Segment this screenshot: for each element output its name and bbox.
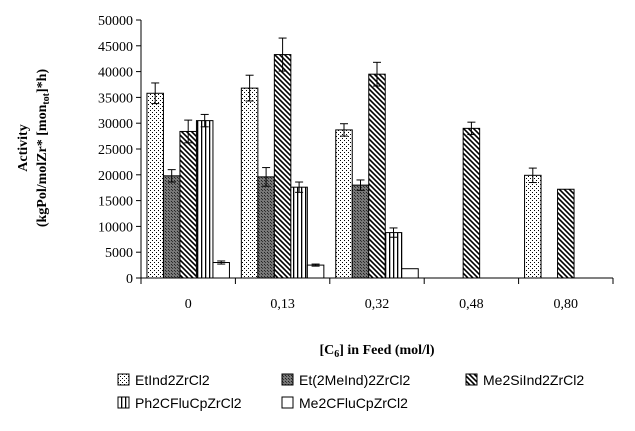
legend-swatch — [281, 373, 294, 386]
bar — [273, 54, 292, 279]
legend-swatch — [117, 373, 130, 386]
y-tick-label: 25000 — [98, 143, 133, 158]
bar — [335, 129, 353, 279]
legend-swatch — [465, 373, 478, 386]
y-tick-label: 45000 — [98, 40, 133, 55]
x-tick-label: 0,80 — [554, 297, 579, 312]
bar — [351, 184, 370, 279]
bar — [524, 174, 542, 279]
legend-label: Me2CFluCpZrCl2 — [299, 395, 408, 411]
legend-label: EtInd2ZrCl2 — [135, 372, 210, 388]
x-tick-label: 0,32 — [365, 297, 390, 312]
y-axis: 0 5000 10000 15000 20000 25000 30000 35000 40000… — [98, 14, 142, 287]
legend-swatch — [117, 396, 130, 409]
bar — [462, 127, 481, 279]
x-axis-title: [C6] in Feed (mol/l) — [319, 343, 434, 360]
bar — [306, 264, 325, 279]
bar — [368, 73, 386, 279]
legend-swatch — [281, 396, 294, 409]
bar — [257, 176, 275, 279]
x-axis-title-part1: [C — [319, 343, 334, 358]
y-axis-title-subscript: tot — [41, 92, 52, 104]
y-tick-label: 10000 — [98, 220, 133, 235]
x-axis: 0 0,13 0,32 0,48 0,80 — [140, 277, 614, 312]
bar — [557, 188, 575, 279]
y-tick-label: 15000 — [98, 195, 133, 210]
y-axis-title-line2: (kgPol/molZr* [montot]*h) — [35, 69, 52, 228]
bar — [146, 92, 164, 279]
legend-label: Ph2CFluCpZrCl2 — [135, 395, 242, 411]
bar — [384, 232, 403, 279]
bar — [162, 175, 181, 279]
legend-label: Et(2MeInd)2ZrCl2 — [299, 372, 410, 388]
bar — [240, 87, 259, 279]
y-axis-title-part2: ]*h) — [35, 69, 50, 93]
bar — [179, 130, 197, 279]
x-tick-label: 0 — [185, 297, 192, 312]
bar — [195, 120, 214, 279]
y-axis-title-part1: (kgPol/molZr* [mon — [35, 104, 50, 227]
y-tick-label: 0 — [126, 272, 133, 287]
x-axis-title-subscript: 6 — [334, 349, 339, 360]
y-tick-label: 30000 — [98, 117, 133, 132]
y-tick-label: 20000 — [98, 169, 133, 184]
x-axis-title-part2: ] in Feed (mol/l) — [339, 343, 435, 358]
y-axis-title-line1: Activity — [16, 124, 31, 171]
y-tick-label: 35000 — [98, 91, 133, 106]
legend: EtInd2ZrCl2 Et(2MeInd)2ZrCl2 Me2SiInd2ZrCl… — [117, 372, 584, 411]
bars — [146, 37, 575, 279]
x-tick-label: 0,48 — [459, 297, 484, 312]
x-tick-label: 0,13 — [270, 297, 295, 312]
bar — [212, 262, 230, 279]
y-tick-label: 40000 — [98, 66, 133, 81]
y-tick-label: 5000 — [105, 246, 133, 261]
legend-label: Me2SiInd2ZrCl2 — [483, 372, 584, 388]
bar — [401, 268, 419, 279]
bar — [290, 186, 308, 279]
y-tick-label: 50000 — [98, 14, 133, 29]
